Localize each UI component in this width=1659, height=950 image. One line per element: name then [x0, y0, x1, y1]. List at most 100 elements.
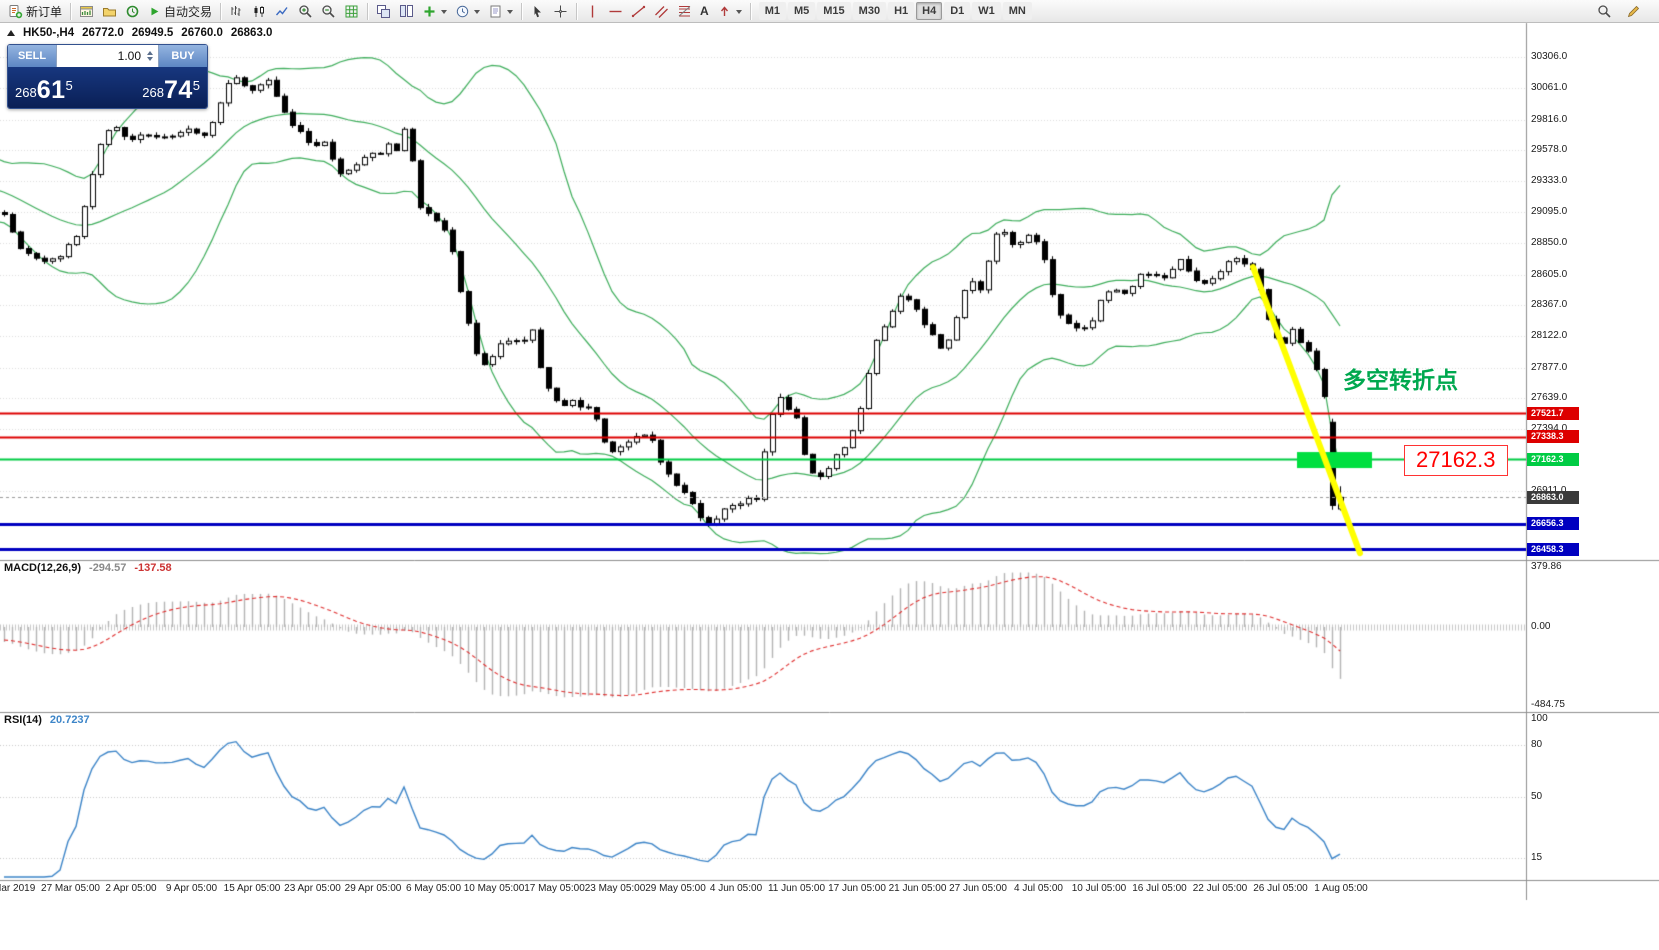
bar-chart-button[interactable] [225, 1, 248, 21]
vertical-line-icon [585, 4, 600, 19]
time-tick-label[interactable]: 17 Jun 05:00 [828, 883, 886, 894]
chart-window-button[interactable] [75, 1, 98, 21]
grid-icon [344, 4, 359, 19]
connection-button[interactable] [121, 1, 144, 21]
price-tick-label: 27877.0 [1531, 361, 1568, 373]
time-tick-label[interactable]: 6 May 05:00 [405, 883, 462, 894]
time-tick-label[interactable]: 23 May 05:00 [584, 883, 646, 894]
time-tick-label[interactable]: 17 May 05:00 [524, 883, 585, 894]
fibonacci-icon [677, 4, 692, 19]
price-tick-label: 28850.0 [1531, 237, 1568, 249]
timeframe-mn-button[interactable]: MN [1002, 2, 1032, 20]
add-indicator-icon [422, 4, 437, 19]
buy-button[interactable]: BUY [159, 45, 207, 67]
time-tick-label[interactable]: 26 Jul 05:00 [1253, 883, 1308, 894]
spinner-down-icon[interactable] [147, 57, 153, 64]
cascade-windows-button[interactable] [395, 1, 418, 21]
chevron-down-icon [474, 10, 481, 17]
time-tick-label[interactable]: 4 Jun 05:00 [709, 883, 763, 894]
time-tick-label[interactable]: 27 Jun 05:00 [949, 883, 1007, 894]
trend-line-icon [631, 4, 646, 19]
chart-window-icon [79, 4, 94, 19]
channel-button[interactable] [650, 1, 673, 21]
trade-panel-prices: 268 61 5 268 74 5 [8, 67, 207, 108]
timeframe-w1-button[interactable]: W1 [972, 2, 1001, 20]
zoom-out-icon [321, 4, 336, 19]
timeframe-h1-button[interactable]: H1 [888, 2, 915, 20]
text-tool-button[interactable]: A [696, 1, 713, 21]
time-tick-label[interactable]: 9 Apr 05:00 [165, 883, 218, 894]
time-tick-label[interactable]: 1 Mar 2019 [0, 883, 36, 894]
arrow-tool-button[interactable] [713, 1, 746, 21]
spinner-up-icon[interactable] [147, 48, 153, 55]
time-tick-label[interactable]: 10 May 05:00 [463, 883, 525, 894]
price-tick-label: 28367.0 [1531, 298, 1568, 310]
toolbar-right-group [1593, 1, 1645, 21]
volume-spinner[interactable] [147, 48, 153, 64]
time-tick-label[interactable]: 2 Apr 05:00 [105, 883, 157, 894]
grid-button[interactable] [340, 1, 363, 21]
time-tick-label[interactable]: 22 Jul 05:00 [1192, 883, 1248, 894]
price-tick-label: 28605.0 [1531, 268, 1568, 280]
quote-high: 26949.5 [131, 27, 174, 39]
profiles-button[interactable] [98, 1, 121, 21]
edit-button[interactable] [1622, 1, 1645, 21]
add-indicator-button[interactable] [418, 1, 451, 21]
timeframe-d1-button[interactable]: D1 [944, 2, 971, 20]
time-tick-label[interactable]: 29 Apr 05:00 [344, 883, 402, 894]
annotation-turning-point[interactable]: 多空转折点 [1343, 367, 1458, 393]
toolbar-separator [367, 2, 369, 20]
symbol-marker-icon [7, 30, 15, 36]
candlestick-chart-button[interactable] [248, 1, 271, 21]
trend-line-button[interactable] [627, 1, 650, 21]
time-tick-label[interactable]: 10 Jul 05:00 [1071, 883, 1127, 894]
time-tick-label[interactable]: 1 Aug 05:00 [1314, 883, 1368, 894]
rsi-tick-label: 15 [1531, 851, 1543, 863]
line-chart-icon [275, 4, 290, 19]
time-tick-label[interactable]: 29 May 05:00 [645, 883, 706, 894]
timeframe-m15-button[interactable]: M15 [817, 2, 851, 20]
price-tick-label: 27394.0 [1531, 423, 1568, 435]
profiles-folder-icon [102, 4, 117, 19]
tile-windows-button[interactable] [372, 1, 395, 21]
time-tick-label[interactable]: 4 Jul 05:00 [1014, 883, 1063, 894]
toolbar-separator [576, 2, 578, 20]
horizontal-line-button[interactable] [604, 1, 627, 21]
line-chart-button[interactable] [271, 1, 294, 21]
edit-pencil-icon [1626, 4, 1641, 19]
autotrade-button[interactable]: 自动交易 [144, 1, 216, 21]
time-tick-label[interactable]: 27 Mar 05:00 [41, 883, 100, 894]
timeframe-m30-button[interactable]: M30 [852, 2, 887, 20]
time-tick-label[interactable]: 11 Jun 05:00 [767, 883, 826, 894]
new-order-button[interactable]: 新订单 [4, 1, 66, 21]
price-tag: 27338.3 [1527, 430, 1579, 444]
time-tick-label[interactable]: 16 Jul 05:00 [1132, 883, 1187, 894]
zoom-out-button[interactable] [317, 1, 340, 21]
cursor-button[interactable] [526, 1, 549, 21]
search-button[interactable] [1593, 1, 1616, 21]
connection-icon [125, 4, 140, 19]
periods-button[interactable] [451, 1, 484, 21]
zoom-in-button[interactable] [294, 1, 317, 21]
sell-button[interactable]: SELL [8, 45, 56, 67]
timeframe-m5-button[interactable]: M5 [787, 2, 816, 20]
price-tick-label: 27639.0 [1531, 392, 1568, 404]
current-price-tag: 26863.0 [1527, 490, 1579, 504]
text-tool-icon: A [700, 4, 709, 18]
time-tick-label[interactable]: 15 Apr 05:00 [223, 883, 281, 894]
timeframe-m1-button[interactable]: M1 [758, 2, 786, 20]
annotation-level-label[interactable]: 27162.3 [1404, 445, 1508, 476]
price-tick-label: 28122.0 [1531, 330, 1568, 342]
macd-tick-label: 0.00 [1531, 621, 1551, 632]
timeframe-h4-button[interactable]: H4 [916, 2, 943, 20]
fibonacci-button[interactable] [673, 1, 696, 21]
volume-stepper[interactable]: 1.00 [56, 45, 159, 67]
templates-button[interactable] [484, 1, 517, 21]
vertical-line-button[interactable] [581, 1, 604, 21]
crosshair-button[interactable] [549, 1, 572, 21]
time-tick-label[interactable]: 23 Apr 05:00 [284, 883, 341, 894]
time-tick-label[interactable]: 21 Jun 05:00 [888, 883, 947, 894]
price-tick-label: 30061.0 [1531, 82, 1568, 94]
